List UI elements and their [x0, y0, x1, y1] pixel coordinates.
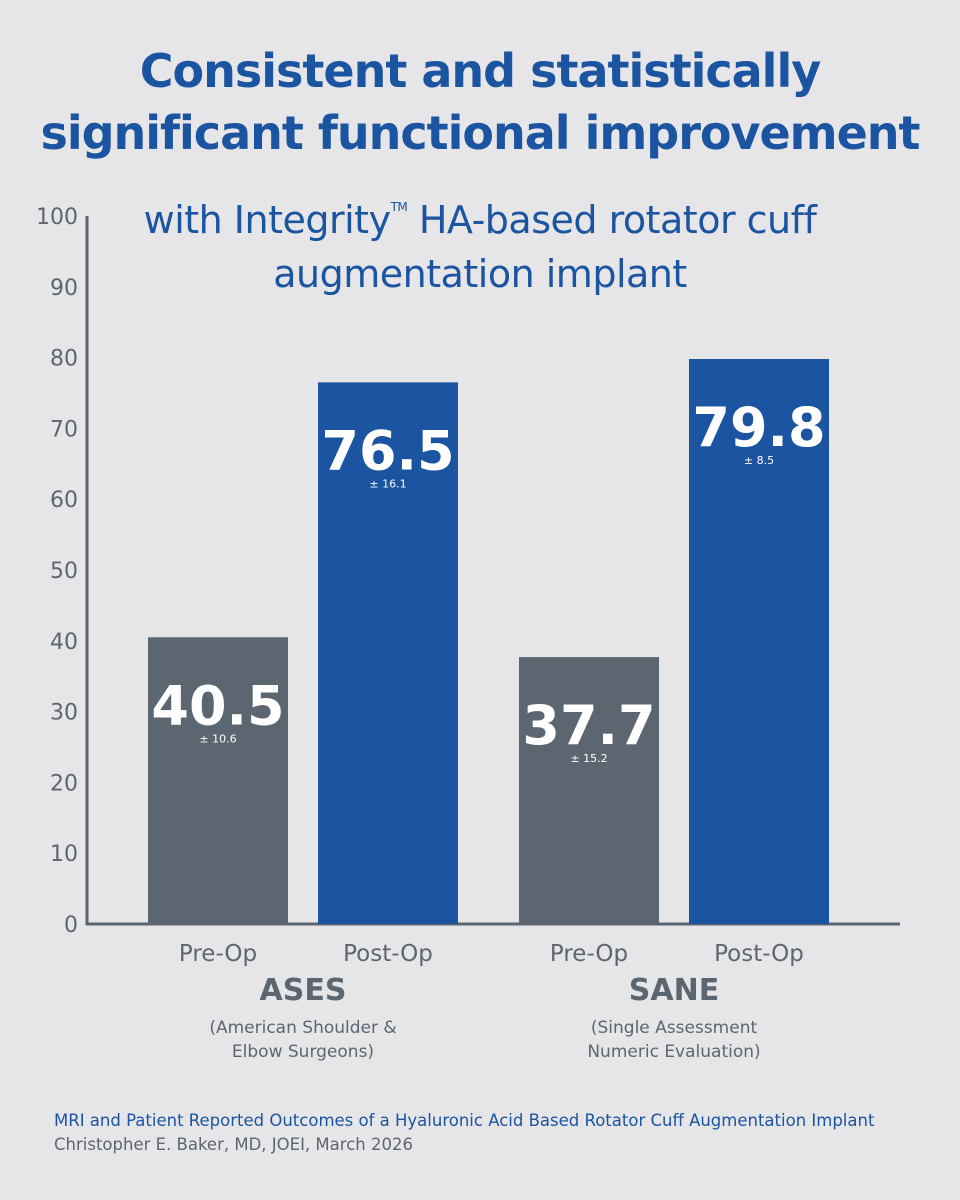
bar-value-label: 76.5: [321, 419, 454, 482]
y-tick-label: 60: [50, 488, 78, 513]
group-description-line: Elbow Surgeons): [232, 1042, 374, 1062]
chart-subtitle-line-2: augmentation implant: [273, 252, 687, 296]
citation: MRI and Patient Reported Outcomes of a H…: [54, 1109, 934, 1157]
bar-value-label: 40.5: [151, 674, 284, 737]
bar-chart: 0 10 20 30 40 50 60 70 80 90 100 40.5± 10.6 Pre-Op 76…: [36, 205, 900, 1062]
y-tick-label: 70: [50, 417, 78, 442]
bar-value-label: 37.7: [522, 694, 655, 757]
subtitle-suffix: HA-based rotator cuff: [407, 198, 817, 242]
x-category-label: Post-Op: [714, 941, 804, 967]
y-tick-label: 50: [50, 559, 78, 584]
y-tick-label: 80: [50, 347, 78, 372]
x-category-label: Post-Op: [343, 941, 433, 967]
bar-sane-post: [689, 359, 829, 924]
bar-value-label: 79.8: [692, 396, 825, 459]
y-tick-label: 90: [50, 276, 78, 301]
x-category-label: Pre-Op: [179, 941, 257, 967]
bar-error-label: ± 16.1: [369, 477, 406, 490]
chart-title: Consistent and statistically significant…: [0, 40, 960, 164]
trademark-mark: TM: [390, 200, 408, 214]
bar-ases-pre: [148, 637, 288, 924]
y-tick-label: 20: [50, 771, 78, 796]
bar-error-label: ± 8.5: [744, 454, 774, 467]
citation-author: Christopher E. Baker, MD, JOEI, March 20…: [54, 1135, 413, 1154]
subtitle-prefix: with Integrity: [143, 198, 391, 242]
group-description-line: (Single Assessment: [591, 1018, 758, 1038]
chart-title-line-2: significant functional improvement: [40, 106, 920, 160]
bar-ases-post: [318, 382, 458, 924]
group-description-line: (American Shoulder &: [209, 1018, 396, 1038]
chart-subtitle-line-1: with IntegrityTM HA-based rotator cuff: [0, 180, 960, 247]
y-tick-label: 30: [50, 701, 78, 726]
bar-error-label: ± 10.6: [199, 732, 236, 745]
group-label-sane: SANE: [629, 973, 719, 1008]
citation-title: MRI and Patient Reported Outcomes of a H…: [54, 1111, 875, 1130]
bar-sane-pre: [519, 657, 659, 924]
y-tick-label: 10: [50, 842, 78, 867]
x-category-label: Pre-Op: [550, 941, 628, 967]
y-tick-label: 100: [36, 205, 78, 230]
group-label-ases: ASES: [260, 973, 347, 1008]
y-tick-label: 0: [64, 913, 78, 938]
group-description-line: Numeric Evaluation): [587, 1042, 760, 1062]
y-tick-label: 40: [50, 630, 78, 655]
chart-title-line-1: Consistent and statistically: [139, 44, 821, 98]
chart-subtitle: with IntegrityTM HA-based rotator cuff a…: [0, 180, 960, 301]
bar-error-label: ± 15.2: [570, 752, 607, 765]
